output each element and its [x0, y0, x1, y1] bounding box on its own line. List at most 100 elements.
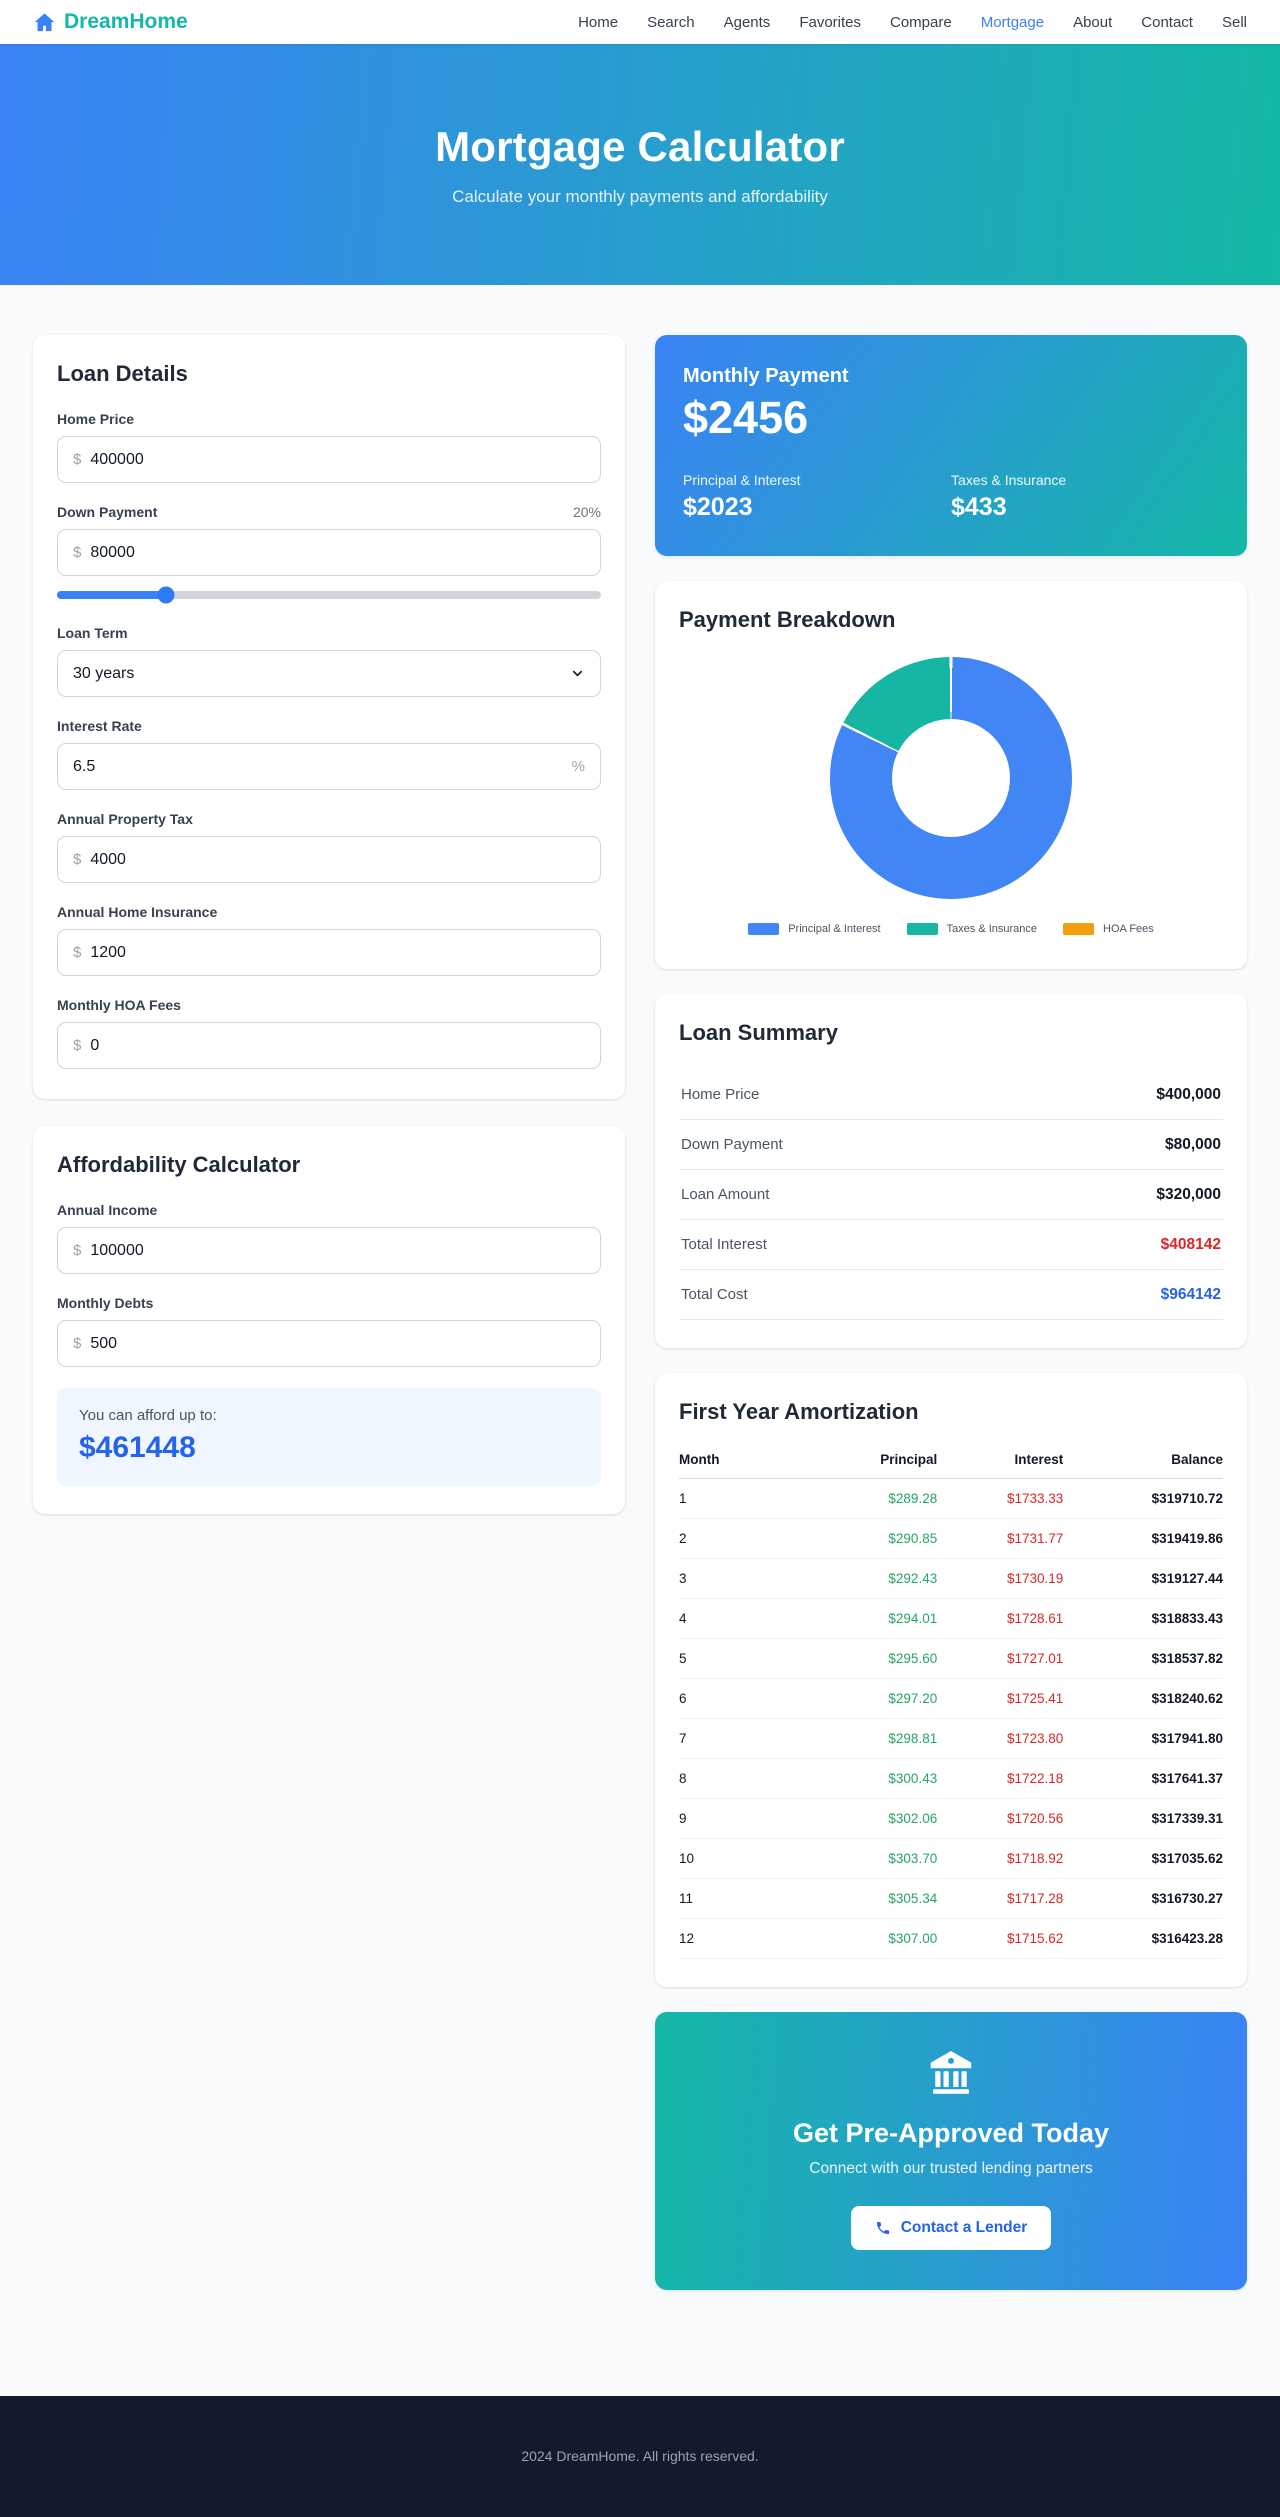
table-cell: $1718.92: [937, 1838, 1064, 1879]
nav-link-contact[interactable]: Contact: [1141, 13, 1193, 31]
legend-swatch: [748, 922, 780, 935]
legend-item[interactable]: Taxes & Insurance: [906, 922, 1037, 935]
slider-fill: [57, 591, 166, 599]
table-row: 7 $298.81 $1723.80 $317941.80: [679, 1718, 1223, 1759]
taxes-insurance-stat: Taxes & Insurance $433: [951, 472, 1219, 522]
cta-title: Get Pre-Approved Today: [792, 2117, 1110, 2148]
annual-income-input[interactable]: [90, 1241, 585, 1260]
card-title: Loan Summary: [679, 1019, 838, 1045]
hoa-fees-field: Monthly HOA Fees $: [57, 997, 601, 1069]
donut-chart: [830, 656, 1072, 899]
nav-link-search[interactable]: Search: [647, 13, 695, 31]
logo[interactable]: DreamHome: [33, 10, 188, 34]
table-cell: $1730.19: [937, 1558, 1064, 1599]
selected-option: 30 years: [73, 664, 135, 682]
dollar-prefix: $: [73, 1335, 82, 1352]
home-insurance-field: Annual Home Insurance $: [57, 904, 601, 976]
table-cell: $318240.62: [1063, 1678, 1223, 1719]
preapproved-card: Get Pre-Approved Today Connect with our …: [655, 2011, 1247, 2290]
loan-summary-card: Loan Summary Home Price $400,000 Down Paym…: [655, 993, 1247, 1348]
legend-item[interactable]: HOA Fees: [1063, 922, 1154, 935]
annual-income-field: Annual Income $: [57, 1202, 601, 1274]
table-cell: 8: [679, 1758, 810, 1799]
field-label: Annual Income: [57, 1202, 158, 1218]
table-cell: $307.00: [809, 1918, 938, 1959]
dollar-prefix: $: [73, 851, 82, 868]
table-cell: $319710.72: [1063, 1478, 1223, 1519]
table-cell: $294.01: [809, 1598, 938, 1639]
site-header: DreamHome Home Search Agents Favorites Compa…: [0, 0, 1280, 44]
contact-lender-button[interactable]: Contact a Lender: [850, 2205, 1052, 2250]
card-title: First Year Amortization: [679, 1398, 919, 1424]
table-cell: $318537.82: [1063, 1638, 1223, 1679]
table-cell: 3: [679, 1558, 810, 1599]
loan-term-select[interactable]: 30 years: [57, 650, 601, 697]
table-cell: $292.43: [809, 1558, 938, 1599]
summary-label: Loan Amount: [681, 1186, 770, 1204]
bank-icon: [927, 2048, 975, 2096]
card-title: Loan Details: [57, 361, 188, 386]
table-cell: 4: [679, 1598, 810, 1639]
down-payment-input[interactable]: [90, 543, 585, 562]
table-cell: $1715.62: [937, 1918, 1064, 1959]
interest-rate-input[interactable]: [73, 757, 572, 776]
legend-item[interactable]: Principal & Interest: [748, 922, 881, 935]
site-footer: 2024 DreamHome. All rights reserved.: [0, 2395, 1280, 2517]
slider-thumb[interactable]: [157, 586, 175, 604]
table-cell: $1733.33: [937, 1478, 1064, 1519]
amortization-card: First Year Amortization Month Principal In…: [655, 1372, 1247, 1987]
legend-label: Principal & Interest: [788, 922, 881, 935]
nav-link-home[interactable]: Home: [578, 13, 619, 31]
table-cell: $319419.86: [1063, 1518, 1223, 1559]
page-subtitle: Calculate your monthly payments and affo…: [452, 186, 828, 206]
dollar-prefix: $: [73, 544, 82, 561]
table-row: 9 $302.06 $1720.56 $317339.31: [679, 1798, 1223, 1839]
nav-link-about[interactable]: About: [1073, 13, 1113, 31]
table-cell: 1: [679, 1478, 810, 1519]
table-cell: $319127.44: [1063, 1558, 1223, 1599]
dollar-prefix: $: [73, 944, 82, 961]
field-label: Down Payment: [57, 504, 158, 520]
table-cell: $316730.27: [1063, 1878, 1223, 1919]
table-cell: $317035.62: [1063, 1838, 1223, 1879]
nav-link-agents[interactable]: Agents: [723, 13, 771, 31]
home-price-field: Home Price $: [57, 411, 601, 483]
summary-label: Total Interest: [681, 1236, 767, 1254]
table-cell: $295.60: [809, 1638, 938, 1679]
stat-value: $2023: [683, 492, 753, 521]
nav-link-compare[interactable]: Compare: [890, 13, 952, 31]
table-cell: $289.28: [809, 1478, 938, 1519]
summary-row: Total Interest $408142: [679, 1220, 1223, 1270]
hero-banner: Mortgage Calculator Calculate your month…: [0, 44, 1280, 285]
table-cell: $1731.77: [937, 1518, 1064, 1559]
property-tax-input[interactable]: [90, 850, 585, 869]
cta-subtitle: Connect with our trusted lending partner…: [809, 2159, 1093, 2177]
chart-legend: Principal & Interest Taxes & Insurance HOA…: [679, 922, 1223, 941]
table-cell: $316423.28: [1063, 1918, 1223, 1959]
monthly-debts-input[interactable]: [90, 1334, 585, 1353]
home-insurance-input[interactable]: [90, 943, 585, 962]
nav-link-favorites[interactable]: Favorites: [799, 13, 861, 31]
down-payment-field: Down Payment 20% $: [57, 504, 601, 604]
afford-amount: $461448: [79, 1431, 196, 1464]
column-header: Month: [679, 1442, 810, 1479]
table-cell: $1720.56: [937, 1798, 1064, 1839]
nav-link-sell[interactable]: Sell: [1221, 13, 1247, 31]
home-price-input[interactable]: [90, 450, 585, 469]
table-row: 11 $305.34 $1717.28 $316730.27: [679, 1878, 1223, 1919]
column-header: Balance: [1063, 1442, 1223, 1479]
hoa-fees-input[interactable]: [90, 1036, 585, 1055]
table-row: 8 $300.43 $1722.18 $317641.37: [679, 1758, 1223, 1799]
down-payment-percent: 20%: [572, 504, 601, 520]
summary-row: Loan Amount $320,000: [679, 1170, 1223, 1220]
down-payment-slider[interactable]: [57, 586, 601, 604]
monthly-payment-card: Monthly Payment $2456 Principal & Intere…: [655, 335, 1247, 556]
table-cell: 11: [679, 1878, 810, 1919]
nav-link-mortgage[interactable]: Mortgage: [980, 13, 1045, 31]
table-cell: 12: [679, 1918, 810, 1959]
summary-label: Down Payment: [681, 1136, 783, 1154]
principal-interest-stat: Principal & Interest $2023: [683, 472, 951, 522]
summary-row: Total Cost $964142: [679, 1270, 1223, 1320]
field-label: Monthly HOA Fees: [57, 997, 181, 1013]
summary-row: Down Payment $80,000: [679, 1120, 1223, 1170]
